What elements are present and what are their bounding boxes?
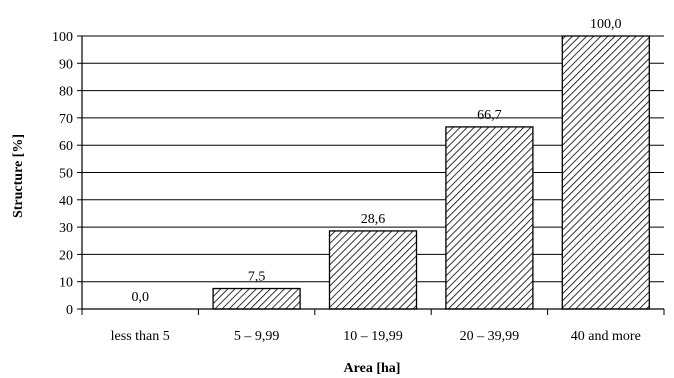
y-tick-labels: 0 10 20 30 40 50 60 70 80 90 100 bbox=[52, 30, 73, 318]
y-axis-title: Structure [%] bbox=[11, 134, 26, 218]
data-label: 0,0 bbox=[131, 290, 149, 305]
bar bbox=[445, 126, 534, 310]
bar bbox=[328, 230, 418, 310]
x-category-label: 10 – 19,99 bbox=[343, 329, 403, 344]
x-category-label: less than 5 bbox=[111, 329, 170, 344]
y-tick-label: 50 bbox=[59, 167, 73, 182]
x-category-label: 20 – 39,99 bbox=[460, 329, 520, 344]
y-tick-label: 20 bbox=[59, 248, 73, 263]
axes-group bbox=[77, 35, 665, 315]
y-tick-label: 70 bbox=[59, 112, 73, 127]
x-category-label: 5 – 9,99 bbox=[234, 329, 280, 344]
data-label: 100,0 bbox=[590, 17, 622, 32]
bar bbox=[212, 287, 301, 310]
y-tick-label: 0 bbox=[66, 303, 73, 318]
y-tick-label: 40 bbox=[59, 194, 73, 209]
y-tick-label: 10 bbox=[59, 276, 73, 291]
y-tick-label: 80 bbox=[59, 85, 73, 100]
x-category-labels: less than 5 5 – 9,99 10 – 19,99 20 – 39,99 4… bbox=[111, 329, 641, 344]
data-label: 66,7 bbox=[477, 108, 502, 123]
x-category-label: 40 and more bbox=[571, 329, 641, 344]
y-tick-label: 60 bbox=[59, 139, 73, 154]
bar bbox=[561, 35, 650, 310]
data-label: 7,5 bbox=[248, 270, 266, 285]
x-axis-title: Area [ha] bbox=[344, 361, 401, 376]
y-tick-label: 100 bbox=[52, 30, 73, 45]
bars-group bbox=[212, 35, 650, 310]
y-tick-label: 30 bbox=[59, 221, 73, 236]
data-label: 28,6 bbox=[361, 212, 386, 227]
data-labels: 0,0 7,5 28,6 66,7 100,0 bbox=[131, 17, 621, 305]
y-tick-label: 90 bbox=[59, 57, 73, 72]
